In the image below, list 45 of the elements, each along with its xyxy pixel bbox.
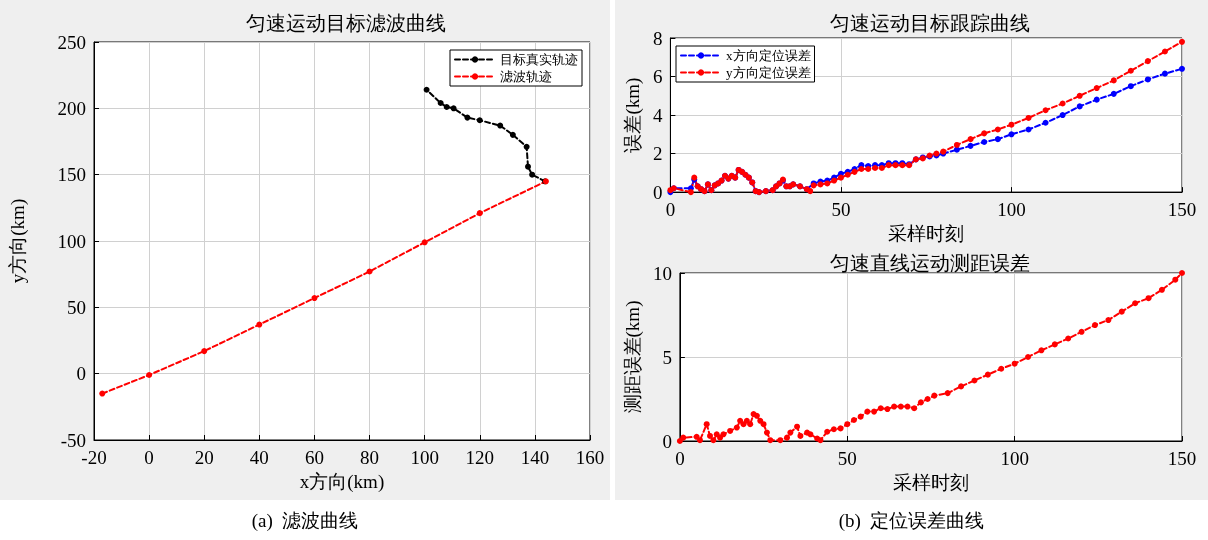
y-tick-label: 250 xyxy=(57,31,86,53)
y-tick-label: 4 xyxy=(652,104,663,126)
x-axis-title: 采样时刻 xyxy=(888,223,965,244)
y-tick-label: 2 xyxy=(652,143,663,165)
x-axis-title: 采样时刻 xyxy=(892,471,969,493)
y-tick-label: 8 xyxy=(652,27,663,49)
x-tick-label: 140 xyxy=(520,447,550,468)
y-tick-label: 0 xyxy=(662,430,672,452)
y-axis-title: y方向(km) xyxy=(7,198,29,284)
x-tick-label: 80 xyxy=(360,447,380,468)
text: (a) 滤波曲线 xyxy=(250,509,360,533)
y-tick-label: 0 xyxy=(652,181,663,203)
x-tick-label: 60 xyxy=(304,447,324,468)
y-tick-label: 150 xyxy=(57,164,86,186)
x-tick-label: 0 xyxy=(675,448,685,469)
x-tick-label: 20 xyxy=(194,447,214,468)
x-tick-label: 50 xyxy=(831,199,851,221)
chart-title: 匀速直线运动测距误差 xyxy=(830,252,1030,274)
legend-label: x方向定位误差 xyxy=(726,48,811,63)
y-tick-label: 50 xyxy=(67,296,86,318)
x-tick-label: 150 xyxy=(1167,199,1197,221)
x-tick-label: 100 xyxy=(997,199,1026,221)
x-tick-label: 40 xyxy=(249,447,269,468)
x-axis-title: x方向(km) xyxy=(299,470,385,493)
y-tick-label: 5 xyxy=(662,346,672,368)
x-tick-label: 50 xyxy=(837,448,857,469)
x-tick-label: 150 xyxy=(1167,448,1197,469)
y-axis-title: 测距误差(km) xyxy=(622,300,644,414)
y-tick-label: 100 xyxy=(57,230,86,252)
chart-title: 匀速运动目标滤波曲线 xyxy=(246,12,446,34)
x-tick-label: 120 xyxy=(465,447,495,468)
x-tick-label: 100 xyxy=(410,447,439,468)
y-axis-title: 误差(km) xyxy=(622,77,644,153)
x-tick-label: 160 xyxy=(575,447,605,468)
y-tick-label: 10 xyxy=(652,262,672,284)
y-tick-label: 6 xyxy=(652,66,663,88)
chart-title: 匀速运动目标跟踪曲线 xyxy=(830,12,1030,34)
y-tick-label: 0 xyxy=(76,363,86,385)
text: (b) 定位误差曲线 xyxy=(837,509,986,533)
legend-label: y方向定位误差 xyxy=(726,65,811,80)
y-tick-label: 200 xyxy=(57,97,86,119)
x-tick-label: 0 xyxy=(144,447,154,468)
legend-label: 滤波轨迹 xyxy=(500,69,552,84)
x-tick-label: 100 xyxy=(1000,448,1029,469)
legend-label: 目标真实轨迹 xyxy=(500,52,578,67)
